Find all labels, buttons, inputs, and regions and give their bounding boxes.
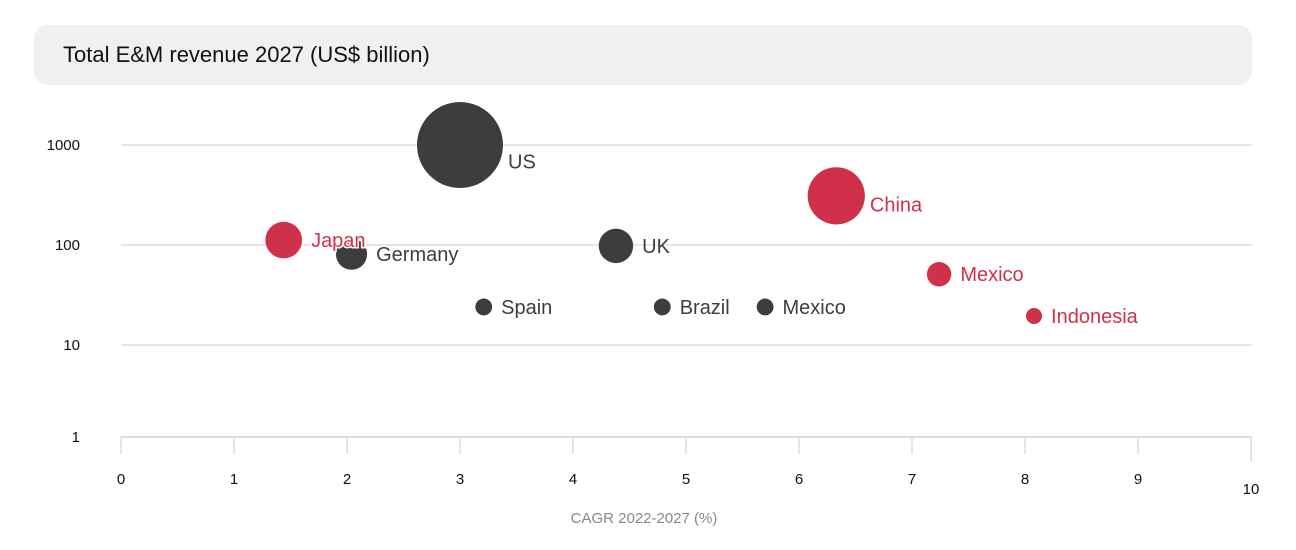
bubble-us xyxy=(417,102,503,188)
x-axis-label: CAGR 2022-2027 (%) xyxy=(571,510,718,527)
bubble-indonesia xyxy=(1026,307,1043,324)
bubble-label: Germany xyxy=(376,244,458,266)
bubble-label: China xyxy=(870,195,923,217)
bubble-mexico xyxy=(756,298,774,316)
x-tick-label: 5 xyxy=(682,471,690,488)
y-tick-label: 1 xyxy=(72,429,80,446)
x-tick-label: 9 xyxy=(1134,471,1142,488)
bubble-label: Japan xyxy=(311,230,366,252)
x-tick-label: 0 xyxy=(117,471,125,488)
bubble-germany xyxy=(335,238,368,270)
bubble-spain xyxy=(475,298,493,316)
bubble-mexico xyxy=(926,262,952,287)
x-tick-label: 2 xyxy=(343,471,351,488)
x-tick-label: 7 xyxy=(908,471,916,488)
bubble-label: US xyxy=(508,152,536,174)
bubble-label: UK xyxy=(642,236,670,258)
bubble-label: Spain xyxy=(501,297,552,319)
bubble-label: Brazil xyxy=(680,297,730,319)
y-tick-label: 10 xyxy=(63,337,80,354)
x-tick-label: 10 xyxy=(1243,481,1260,498)
bubble-uk xyxy=(598,228,634,264)
chart-title: Total E&M revenue 2027 (US$ billion) xyxy=(63,42,430,67)
bubble-label: Mexico xyxy=(783,297,846,319)
x-tick-label: 8 xyxy=(1021,471,1029,488)
chart-title-box: Total E&M revenue 2027 (US$ billion) xyxy=(34,25,1252,85)
y-tick-label: 100 xyxy=(55,237,80,254)
x-tick-label: 4 xyxy=(569,471,577,488)
bubble-japan xyxy=(265,221,303,259)
x-tick-label: 3 xyxy=(456,471,464,488)
x-tick-label: 1 xyxy=(230,471,238,488)
bubble-brazil xyxy=(653,298,671,316)
bubble-china xyxy=(807,167,865,225)
bubble-label: Indonesia xyxy=(1051,306,1139,328)
bubble-label: Mexico xyxy=(960,264,1023,286)
x-tick-label: 6 xyxy=(795,471,803,488)
y-tick-label: 1000 xyxy=(47,137,80,154)
